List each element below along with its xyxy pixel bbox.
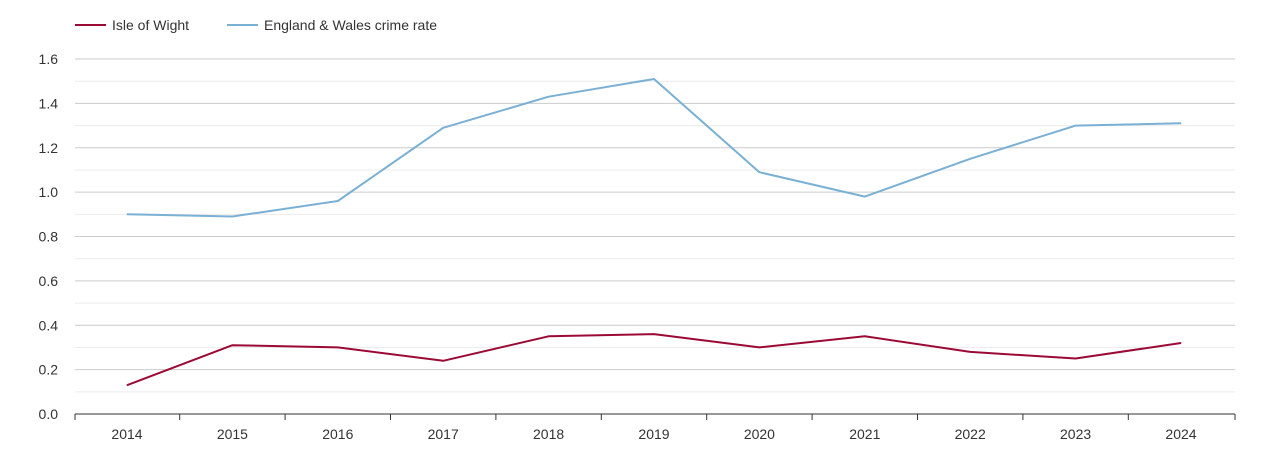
data-point	[1180, 342, 1182, 344]
x-axis: 2014 2015 2016 2017 2018 2019 2020 2021 2022 2023…	[74, 414, 1236, 442]
x-tick-label: 2020	[744, 426, 775, 442]
gridlines	[75, 58, 1235, 415]
x-tick-label: 2018	[533, 426, 564, 442]
data-point	[969, 158, 971, 160]
legend-item-england-wales[interactable]: England & Wales crime rate	[227, 17, 437, 33]
data-point	[442, 127, 444, 129]
data-point	[758, 346, 760, 348]
x-tick-label: 2023	[1060, 426, 1091, 442]
y-tick-label: 0.2	[39, 362, 59, 378]
y-tick-label: 1.2	[39, 140, 59, 156]
data-point	[1075, 358, 1077, 360]
data-point	[548, 335, 550, 337]
y-tick-label: 1.0	[39, 184, 59, 200]
y-tick-label: 1.4	[39, 95, 59, 111]
x-tick-label: 2022	[955, 426, 986, 442]
data-point	[126, 213, 128, 215]
data-point	[337, 346, 339, 348]
data-point	[864, 196, 866, 198]
data-point	[653, 78, 655, 80]
data-point	[1180, 122, 1182, 124]
x-tick-label: 2017	[428, 426, 459, 442]
x-tick-label: 2015	[217, 426, 248, 442]
data-point	[231, 344, 233, 346]
y-tick-label: 0.0	[39, 406, 59, 422]
legend-item-isle-of-wight[interactable]: Isle of Wight	[75, 17, 189, 33]
legend-label-england-wales: England & Wales crime rate	[264, 17, 437, 33]
data-point	[653, 333, 655, 335]
y-axis: 0.0 0.2 0.4 0.6 0.8 1.0 1.2 1.4 1.6	[39, 51, 59, 422]
data-point	[442, 360, 444, 362]
data-point	[758, 171, 760, 173]
data-point	[231, 216, 233, 218]
data-point	[126, 384, 128, 386]
legend: Isle of Wight England & Wales crime rate	[75, 17, 437, 33]
x-tick-label: 2024	[1165, 426, 1196, 442]
y-tick-label: 0.8	[39, 229, 59, 245]
data-point	[969, 351, 971, 353]
y-tick-label: 1.6	[39, 51, 59, 67]
y-tick-label: 0.4	[39, 317, 59, 333]
series-line-isle-of-wight[interactable]	[126, 333, 1182, 387]
series-lines	[126, 78, 1182, 387]
data-point	[548, 96, 550, 98]
x-tick-label: 2016	[322, 426, 353, 442]
x-tick-label: 2014	[111, 426, 142, 442]
x-tick-label: 2021	[849, 426, 880, 442]
x-tick-label: 2019	[638, 426, 669, 442]
legend-label-isle-of-wight: Isle of Wight	[112, 17, 189, 33]
y-tick-label: 0.6	[39, 273, 59, 289]
data-point	[337, 200, 339, 202]
data-point	[1075, 125, 1077, 127]
data-point	[864, 335, 866, 337]
